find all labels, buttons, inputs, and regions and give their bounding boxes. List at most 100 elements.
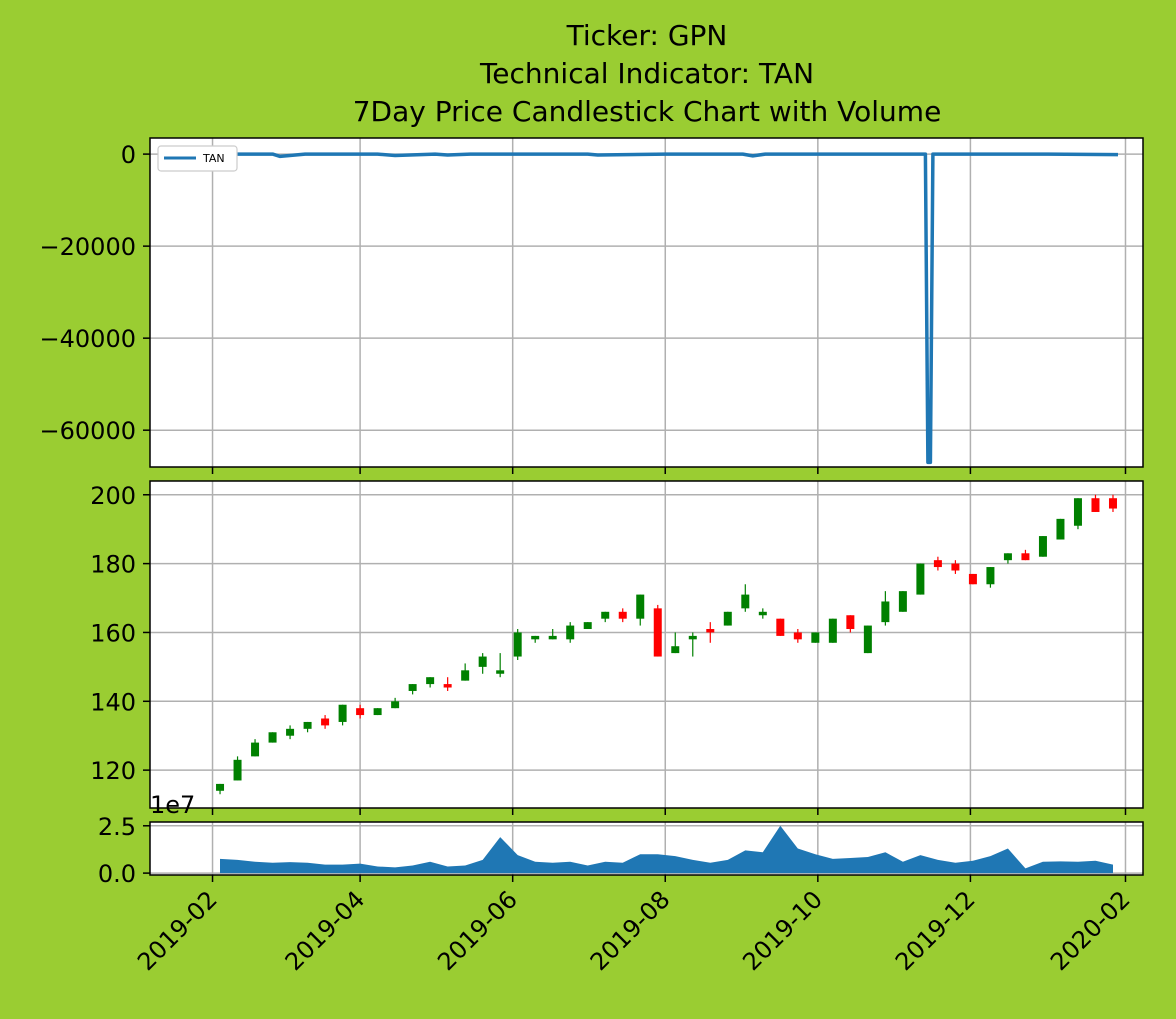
y-tick-label: 2.5: [98, 813, 136, 841]
y-tick-label: 200: [90, 482, 136, 510]
price-y-axis: 120 140 160 180 200: [90, 482, 150, 785]
candle-body: [916, 563, 925, 595]
candle: [811, 632, 820, 643]
candle: [1021, 549, 1030, 561]
candle-body: [933, 560, 942, 568]
candle: [303, 721, 312, 733]
candle-body: [986, 567, 995, 585]
candle: [916, 563, 925, 595]
candle-body: [321, 718, 330, 726]
y-tick-label: 160: [90, 619, 136, 647]
candle: [548, 629, 557, 640]
candle: [793, 629, 802, 643]
candle: [863, 625, 872, 654]
candle-body: [426, 677, 435, 685]
y-tick-label: 180: [90, 551, 136, 579]
candle-body: [286, 728, 295, 736]
candle: [898, 591, 907, 612]
title-line-indicator: Technical Indicator: TAN: [479, 57, 814, 90]
candle: [636, 594, 645, 626]
candle-body: [566, 625, 575, 640]
candle: [846, 615, 855, 633]
candle: [391, 697, 400, 709]
candle: [601, 611, 610, 623]
candle-body: [881, 601, 890, 623]
candle-body: [776, 618, 785, 636]
candle: [233, 756, 242, 781]
candle-body: [1003, 553, 1012, 561]
indicator-panel: 0 −20000 −40000 −60000 TAN: [40, 137, 1144, 474]
y-tick-label: −60000: [40, 417, 136, 445]
candle-body: [338, 704, 347, 722]
candle: [583, 622, 592, 630]
candle-body: [898, 591, 907, 612]
title-line-chart: 7Day Price Candlestick Chart with Volume: [353, 95, 942, 128]
y-tick-label: 0.0: [98, 860, 136, 888]
candle-body: [408, 684, 417, 691]
candle-body: [618, 611, 627, 619]
candle-body: [548, 635, 557, 640]
volume-offset-label: 1e7: [150, 791, 195, 819]
candle: [1073, 498, 1082, 530]
candle: [531, 635, 540, 643]
candle: [1056, 518, 1065, 540]
candle: [356, 704, 365, 719]
candle: [408, 684, 417, 695]
candle-body: [216, 783, 225, 791]
volume-frame: [149, 821, 1144, 876]
candle: [653, 604, 662, 657]
candle: [216, 783, 225, 795]
volume-y-axis: 0.0 2.5: [98, 813, 150, 888]
indicator-y-axis: 0 −20000 −40000 −60000: [40, 141, 150, 445]
candle: [968, 573, 977, 585]
candle: [933, 556, 942, 571]
indicator-series: [220, 152, 1119, 465]
candle-body: [373, 708, 382, 716]
candle-body: [1108, 498, 1117, 509]
candle: [1108, 494, 1117, 512]
candle-body: [671, 646, 680, 654]
candle: [443, 677, 452, 691]
candle-body: [811, 632, 820, 643]
candle: [706, 622, 715, 643]
candle-body: [951, 563, 960, 571]
candle: [426, 677, 435, 688]
candle: [478, 653, 487, 674]
candle: [828, 618, 837, 643]
candle-body: [583, 622, 592, 630]
candle-body: [443, 684, 452, 688]
indicator-x-ticks: [211, 467, 1127, 474]
y-tick-label: 120: [90, 757, 136, 785]
indicator-frame: [149, 137, 1144, 468]
candle-body: [758, 611, 767, 616]
candle-body: [846, 615, 855, 630]
candle-body: [391, 701, 400, 709]
indicator-legend: TAN: [157, 145, 238, 172]
candle-body: [653, 608, 662, 657]
y-tick-label: 0: [121, 141, 136, 169]
candle-body: [636, 594, 645, 619]
candle: [1091, 494, 1100, 512]
candle-body: [1073, 498, 1082, 526]
candle-body: [863, 625, 872, 654]
candle-body: [601, 611, 610, 619]
tan-line: [220, 152, 1119, 465]
candle-body: [1021, 553, 1030, 561]
candle: [986, 567, 995, 588]
candle: [1003, 553, 1012, 564]
candle-body: [688, 635, 697, 640]
candle-body: [303, 721, 312, 729]
candle-body: [1091, 498, 1100, 512]
candle: [373, 708, 382, 716]
candle: [758, 608, 767, 619]
legend-label-tan: TAN: [202, 152, 225, 165]
candle: [1038, 536, 1047, 557]
candle: [723, 611, 732, 626]
price-panel: 120 140 160 180 200: [90, 480, 1144, 815]
candle: [268, 732, 277, 743]
candle-body: [496, 670, 505, 674]
candle-body: [268, 732, 277, 743]
candle-body: [513, 632, 522, 657]
price-gridlines: [150, 481, 1143, 808]
indicator-plot-area: [150, 138, 1143, 467]
